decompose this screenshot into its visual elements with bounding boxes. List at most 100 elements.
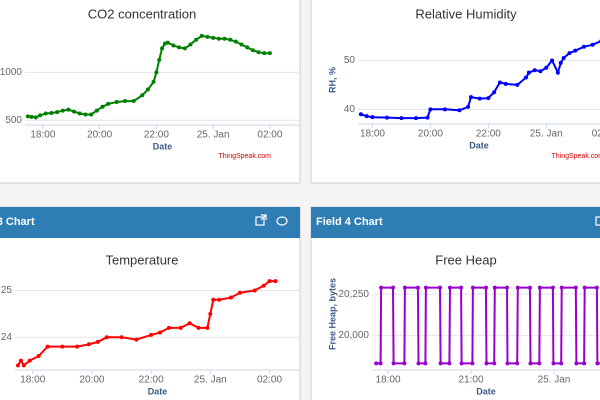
data-point <box>140 93 145 98</box>
data-point <box>55 110 60 115</box>
x-axis-label: Date <box>476 386 496 396</box>
data-point <box>402 285 407 290</box>
data-point <box>158 330 163 335</box>
x-tick-label: 18:00 <box>30 130 55 141</box>
data-point <box>483 285 488 290</box>
data-point <box>537 285 542 290</box>
data-point <box>582 361 587 366</box>
data-point <box>379 285 384 290</box>
panel-header <box>0 207 300 238</box>
y-tick-label: 20,000 <box>338 330 369 341</box>
data-point <box>515 361 520 366</box>
data-point <box>239 42 244 47</box>
data-point <box>438 285 443 290</box>
data-point <box>94 108 99 113</box>
data-point <box>442 107 447 112</box>
data-point <box>503 81 508 86</box>
data-point <box>505 361 510 366</box>
data-point <box>233 39 238 44</box>
data-point <box>267 51 272 56</box>
y-axis-label: RH, % <box>327 67 337 93</box>
data-point <box>438 361 443 366</box>
data-point <box>524 75 528 80</box>
y-tick-label: 500 <box>5 115 22 126</box>
data-point <box>188 42 193 47</box>
data-point <box>211 35 216 40</box>
data-point <box>15 363 20 368</box>
chart-title: Free Heap <box>435 252 496 267</box>
data-point <box>459 361 464 366</box>
x-tick-label: 18:00 <box>20 375 45 386</box>
data-point <box>182 46 187 51</box>
data-point <box>95 339 100 344</box>
x-tick-label: 20:00 <box>418 129 443 140</box>
data-point <box>551 361 556 366</box>
data-point <box>470 361 475 366</box>
data-point <box>131 99 136 104</box>
panel-1 <box>0 0 301 184</box>
data-point <box>528 361 533 366</box>
data-point <box>216 36 221 41</box>
data-point <box>262 51 267 56</box>
data-point <box>165 40 170 45</box>
data-point <box>106 101 111 106</box>
x-tick-label: 02:00 <box>257 375 282 386</box>
data-point <box>581 44 586 49</box>
x-axis-label: Date <box>469 140 489 150</box>
x-tick-label: 20:00 <box>87 130 112 141</box>
data-point <box>574 361 579 366</box>
data-point <box>544 65 549 70</box>
data-point <box>145 87 150 92</box>
data-point <box>123 99 128 104</box>
credit: ThingSpeak.com <box>218 153 271 160</box>
panel-header <box>311 207 600 238</box>
x-tick-label: 18:00 <box>360 129 385 140</box>
data-point <box>384 115 389 120</box>
data-point <box>477 96 482 101</box>
chart-title: Temperature <box>106 252 179 267</box>
data-point <box>72 109 77 114</box>
data-point <box>25 114 30 119</box>
x-tick-label: 22:00 <box>139 375 164 386</box>
data-line <box>376 286 600 365</box>
data-point <box>550 285 555 290</box>
data-point <box>171 43 176 48</box>
data-point <box>119 335 124 340</box>
data-point <box>492 285 497 290</box>
data-point <box>151 79 156 84</box>
data-point <box>100 104 105 109</box>
x-tick-label: 02:00 <box>257 130 282 141</box>
data-point <box>374 361 379 366</box>
panel-title: Field 3 Chart <box>0 216 35 228</box>
data-point <box>252 288 257 293</box>
data-point <box>250 48 255 53</box>
data-point <box>466 104 471 109</box>
y-axis-label: Free Heap, bytes <box>327 278 337 350</box>
data-point <box>492 361 497 366</box>
data-point <box>160 46 165 51</box>
data-point <box>261 283 266 288</box>
data-point <box>594 285 599 290</box>
header-icons[interactable] <box>255 214 600 226</box>
data-point <box>45 344 50 349</box>
data-point <box>229 295 234 300</box>
data-point <box>526 70 531 75</box>
data-point <box>537 361 542 366</box>
y-tick-label: 1000 <box>0 67 22 78</box>
data-point <box>492 90 497 95</box>
data-point <box>423 361 428 366</box>
data-point <box>573 285 578 290</box>
data-point <box>497 80 502 85</box>
data-point <box>515 285 520 290</box>
data-point <box>595 361 600 366</box>
x-tick-label: 21:00 <box>458 375 483 386</box>
data-point <box>391 285 396 290</box>
data-point <box>154 70 159 75</box>
data-point <box>27 358 32 363</box>
panel-title: Field 4 Chart <box>316 216 383 228</box>
data-point <box>228 37 233 42</box>
panel-4 <box>310 206 600 400</box>
data-point <box>43 111 48 116</box>
data-point <box>157 57 162 62</box>
x-tick-label: 20:00 <box>79 375 104 386</box>
